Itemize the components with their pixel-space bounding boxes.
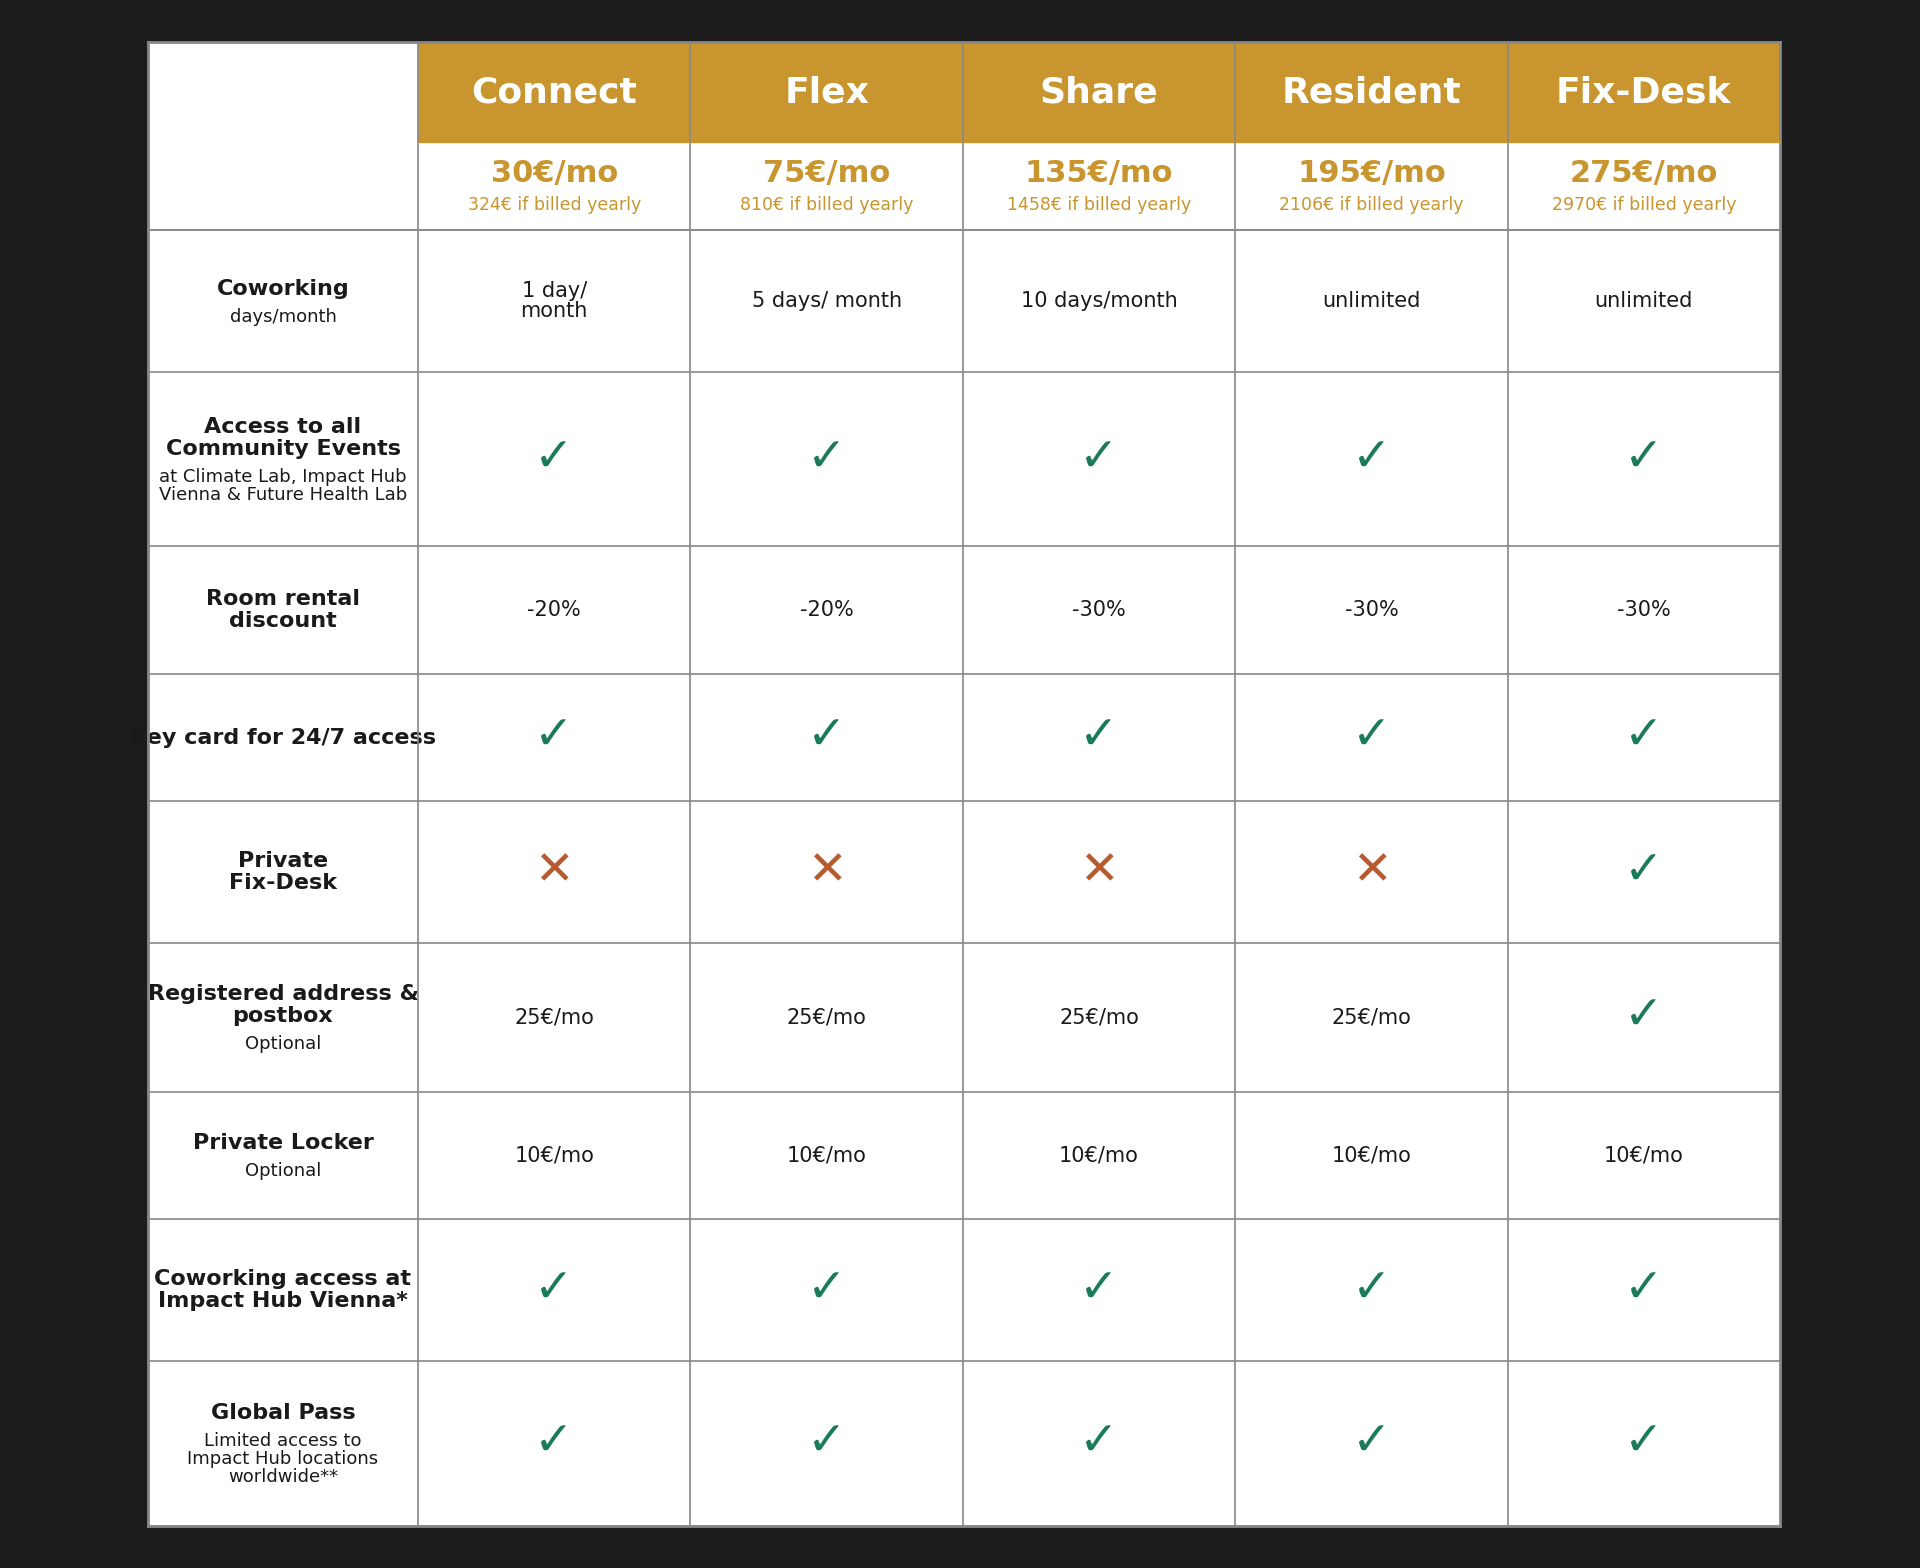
Text: ✓: ✓ [1352, 1421, 1392, 1466]
Text: ✓: ✓ [1079, 436, 1119, 481]
Bar [691, 42, 962, 143]
Text: 2106€ if billed yearly: 2106€ if billed yearly [1279, 196, 1463, 215]
Text: ✕: ✕ [806, 850, 847, 895]
Text: ✓: ✓ [806, 1421, 847, 1466]
Text: ✓: ✓ [1624, 715, 1663, 760]
Text: Private: Private [238, 851, 328, 872]
Text: ✓: ✓ [806, 1267, 847, 1312]
Text: Connect: Connect [470, 75, 637, 110]
Text: Optional: Optional [246, 1162, 321, 1181]
Text: ✓: ✓ [1624, 994, 1663, 1040]
Text: 275€/mo: 275€/mo [1571, 160, 1718, 188]
Text: 25€/mo: 25€/mo [1331, 1007, 1411, 1027]
Text: Room rental: Room rental [205, 590, 361, 608]
Text: 135€/mo: 135€/mo [1025, 160, 1173, 188]
Text: ✓: ✓ [1079, 1421, 1119, 1466]
Text: Global Pass: Global Pass [211, 1403, 355, 1424]
Text: 2970€ if billed yearly: 2970€ if billed yearly [1551, 196, 1736, 215]
Text: Impact Hub Vienna*: Impact Hub Vienna* [157, 1290, 407, 1311]
Text: Private Locker: Private Locker [192, 1134, 372, 1154]
Text: Fix-Desk: Fix-Desk [228, 873, 338, 894]
Text: -20%: -20% [528, 601, 582, 619]
Text: ✓: ✓ [1624, 1267, 1663, 1312]
Text: 25€/mo: 25€/mo [787, 1007, 866, 1027]
Text: ✓: ✓ [1624, 850, 1663, 895]
Text: -20%: -20% [801, 601, 854, 619]
Text: -30%: -30% [1071, 601, 1125, 619]
Text: 1 day/: 1 day/ [522, 281, 588, 301]
Text: ✓: ✓ [534, 715, 574, 760]
Text: ✓: ✓ [806, 436, 847, 481]
Text: ✓: ✓ [1352, 715, 1392, 760]
Text: Coworking: Coworking [217, 279, 349, 299]
Text: ✓: ✓ [1624, 436, 1663, 481]
Text: ✓: ✓ [806, 715, 847, 760]
Text: Community Events: Community Events [165, 439, 401, 459]
Bar [419, 42, 691, 143]
Text: 1458€ if billed yearly: 1458€ if billed yearly [1006, 196, 1190, 215]
Text: ✓: ✓ [1352, 1267, 1392, 1312]
Text: days/month: days/month [230, 307, 336, 326]
Text: worldwide**: worldwide** [228, 1468, 338, 1486]
Text: month: month [520, 301, 588, 321]
Text: ✓: ✓ [534, 1267, 574, 1312]
Text: ✕: ✕ [1079, 850, 1119, 895]
Text: 10 days/month: 10 days/month [1021, 290, 1177, 310]
Text: -30%: -30% [1344, 601, 1398, 619]
Text: 324€ if billed yearly: 324€ if billed yearly [468, 196, 641, 215]
Text: Fix-Desk: Fix-Desk [1555, 75, 1732, 110]
Text: at Climate Lab, Impact Hub: at Climate Lab, Impact Hub [159, 467, 407, 486]
Text: Impact Hub locations: Impact Hub locations [188, 1450, 378, 1468]
Text: Key card for 24/7 access: Key card for 24/7 access [131, 728, 436, 748]
Text: postbox: postbox [232, 1007, 334, 1027]
Text: ✓: ✓ [1079, 715, 1119, 760]
Text: 10€/mo: 10€/mo [787, 1145, 866, 1165]
Text: ✓: ✓ [1079, 1267, 1119, 1312]
Text: 10€/mo: 10€/mo [1060, 1145, 1139, 1165]
Text: 810€ if billed yearly: 810€ if billed yearly [739, 196, 914, 215]
Text: 10€/mo: 10€/mo [1331, 1145, 1411, 1165]
Text: unlimited: unlimited [1596, 290, 1693, 310]
Text: Registered address &: Registered address & [148, 985, 419, 1004]
Bar [1507, 42, 1780, 143]
Text: unlimited: unlimited [1323, 290, 1421, 310]
Text: ✓: ✓ [534, 436, 574, 481]
Text: 75€/mo: 75€/mo [762, 160, 891, 188]
Bar [148, 42, 1780, 1526]
Text: ✓: ✓ [534, 1421, 574, 1466]
Text: Vienna & Future Health Lab: Vienna & Future Health Lab [159, 486, 407, 503]
Text: Access to all: Access to all [204, 417, 361, 437]
Text: discount: discount [228, 612, 336, 630]
Text: ✓: ✓ [1352, 436, 1392, 481]
Text: Share: Share [1041, 75, 1158, 110]
Text: ✕: ✕ [534, 850, 574, 895]
Text: ✕: ✕ [1352, 850, 1392, 895]
Text: 10€/mo: 10€/mo [1603, 1145, 1684, 1165]
Text: Coworking access at: Coworking access at [154, 1269, 411, 1289]
Text: 25€/mo: 25€/mo [1060, 1007, 1139, 1027]
Text: Optional: Optional [246, 1035, 321, 1054]
Text: Resident: Resident [1281, 75, 1461, 110]
Text: 25€/mo: 25€/mo [515, 1007, 593, 1027]
Text: 10€/mo: 10€/mo [515, 1145, 593, 1165]
Text: 195€/mo: 195€/mo [1298, 160, 1446, 188]
Text: -30%: -30% [1617, 601, 1670, 619]
Text: 5 days/ month: 5 days/ month [751, 290, 902, 310]
Text: ✓: ✓ [1624, 1421, 1663, 1466]
Text: 30€/mo: 30€/mo [492, 160, 618, 188]
Bar [1235, 42, 1507, 143]
Text: Flex: Flex [783, 75, 870, 110]
Bar [962, 42, 1235, 143]
Text: Limited access to: Limited access to [204, 1433, 361, 1450]
